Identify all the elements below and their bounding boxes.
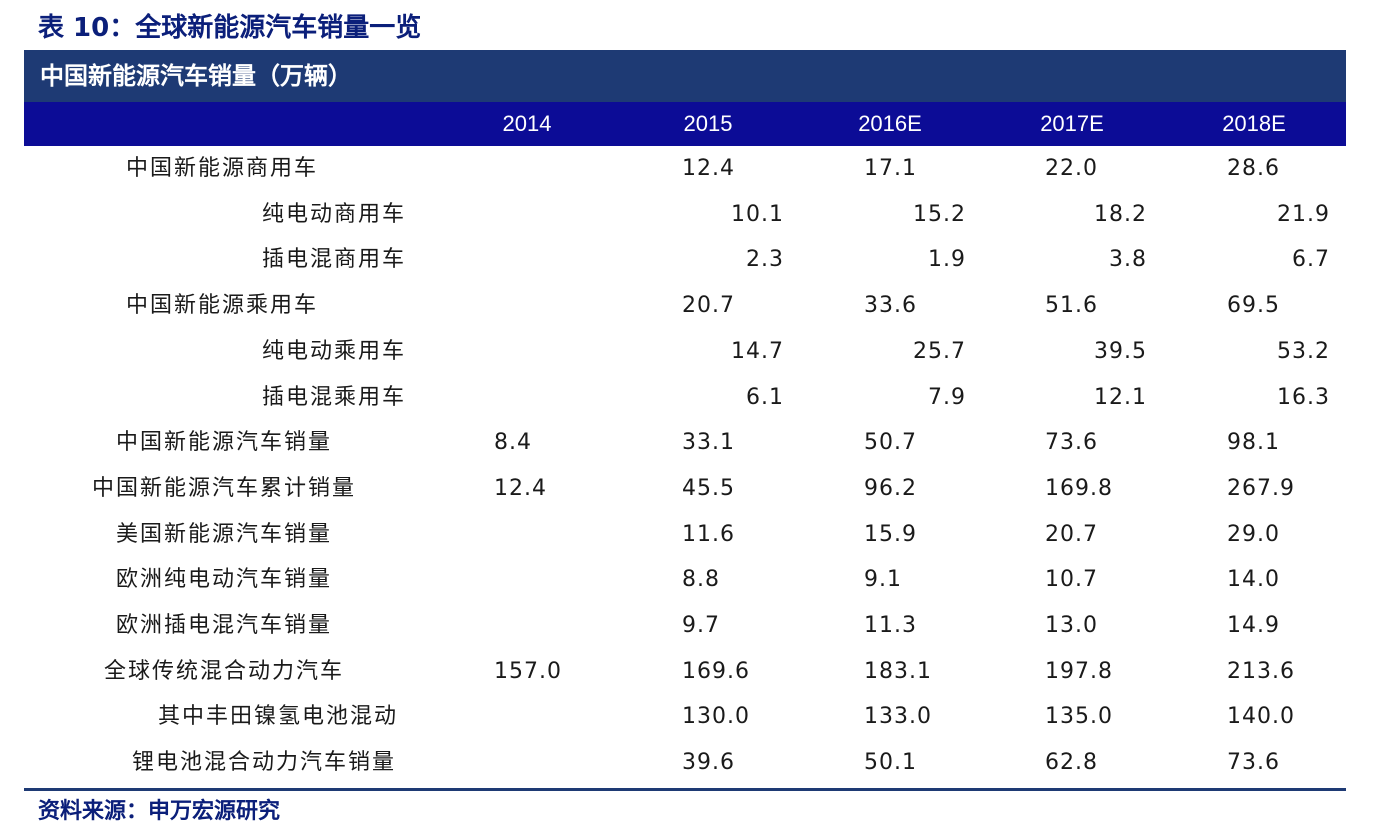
row-value: 11.3 xyxy=(864,613,917,638)
bottom-rule xyxy=(24,788,1346,791)
row-value: 73.6 xyxy=(1045,430,1098,456)
row-value: 50.1 xyxy=(864,750,917,776)
section-header-label: 中国新能源汽车销量（万辆） xyxy=(40,62,352,90)
row-value: 2.3 xyxy=(746,247,784,273)
row-value: 9.1 xyxy=(864,567,902,593)
year-header-cell: 2016E xyxy=(858,111,922,136)
row-value: 39.6 xyxy=(682,750,735,776)
row-label: 欧洲插电混汽车销量 xyxy=(115,613,332,638)
row-value: 33.6 xyxy=(864,293,917,319)
year-header-cell: 2018E xyxy=(1222,111,1286,136)
table-row: 美国新能源汽车销量 11.6 15.9 20.7 29.0 xyxy=(24,512,1346,558)
row-value: 20.7 xyxy=(682,293,735,319)
row-value: 96.2 xyxy=(864,475,917,501)
table-row: 插电混商用车 2.3 1.9 3.8 6.7 xyxy=(24,237,1346,283)
row-value: 17.1 xyxy=(864,156,917,181)
row-value: 130.0 xyxy=(682,704,750,730)
row-value: 13.0 xyxy=(1045,613,1098,638)
row-label: 插电混商用车 xyxy=(262,247,407,273)
year-header-cell: 2014 xyxy=(502,111,552,136)
row-value: 15.2 xyxy=(913,201,966,227)
row-label: 中国新能源汽车销量 xyxy=(115,430,332,456)
row-value: 14.7 xyxy=(731,338,784,364)
row-value: 7.9 xyxy=(928,384,966,410)
row-value: 15.9 xyxy=(864,521,917,547)
row-label: 中国新能源乘用车 xyxy=(126,293,319,319)
row-value: 10.7 xyxy=(1045,567,1098,593)
row-value: 45.5 xyxy=(682,475,735,501)
row-value: 12.1 xyxy=(1094,384,1147,410)
table-row: 中国新能源汽车累计销量 12.4 45.5 96.2 169.8 267.9 xyxy=(24,466,1346,512)
row-value: 12.4 xyxy=(682,156,735,181)
row-value: 22.0 xyxy=(1045,156,1098,181)
row-value: 197.8 xyxy=(1045,658,1113,684)
row-value: 69.5 xyxy=(1227,293,1280,319)
table-row: 中国新能源乘用车 20.7 33.6 51.6 69.5 xyxy=(24,283,1346,329)
table-title: 表 10：全球新能源汽车销量一览 xyxy=(38,13,422,43)
row-value: 98.1 xyxy=(1227,430,1280,456)
row-value: 62.8 xyxy=(1045,750,1098,776)
row-value: 135.0 xyxy=(1045,704,1113,730)
row-value: 12.4 xyxy=(494,475,547,501)
row-value: 6.7 xyxy=(1292,247,1330,273)
row-value: 3.8 xyxy=(1109,247,1147,273)
row-value: 29.0 xyxy=(1227,521,1280,547)
year-header-row: 2014 2015 2016E 2017E 2018E xyxy=(24,102,1346,146)
table-row: 欧洲插电混汽车销量 9.7 11.3 13.0 14.9 xyxy=(24,603,1346,649)
row-value: 8.8 xyxy=(682,567,720,593)
table-row: 中国新能源汽车销量 8.4 33.1 50.7 73.6 98.1 xyxy=(24,420,1346,466)
row-value: 33.1 xyxy=(682,430,735,456)
row-value: 1.9 xyxy=(928,247,966,273)
table-row: 纯电动乘用车 14.7 25.7 39.5 53.2 xyxy=(24,329,1346,375)
row-label: 欧洲纯电动汽车销量 xyxy=(115,567,332,593)
row-value: 20.7 xyxy=(1045,521,1098,547)
year-header-cell: 2015 xyxy=(683,111,733,136)
row-value: 25.7 xyxy=(913,338,966,364)
row-label: 纯电动乘用车 xyxy=(262,338,407,364)
table-row: 插电混乘用车 6.1 7.9 12.1 16.3 xyxy=(24,375,1346,421)
row-value: 16.3 xyxy=(1277,384,1330,410)
row-label: 纯电动商用车 xyxy=(262,201,407,227)
row-value: 9.7 xyxy=(682,613,720,638)
row-value: 140.0 xyxy=(1227,704,1295,730)
row-value: 14.0 xyxy=(1227,567,1280,593)
row-value: 183.1 xyxy=(864,658,932,684)
table-row: 锂电池混合动力汽车销量 39.6 50.1 62.8 73.6 xyxy=(24,740,1346,786)
row-label: 中国新能源汽车累计销量 xyxy=(91,475,356,501)
row-value: 267.9 xyxy=(1227,475,1295,501)
row-value: 14.9 xyxy=(1227,613,1280,638)
row-label: 锂电池混合动力汽车销量 xyxy=(132,750,397,776)
row-value: 39.5 xyxy=(1094,338,1147,364)
row-label: 中国新能源商用车 xyxy=(126,156,319,181)
row-value: 157.0 xyxy=(494,658,562,684)
row-value: 6.1 xyxy=(746,384,784,410)
row-value: 21.9 xyxy=(1277,201,1330,227)
row-label: 插电混乘用车 xyxy=(262,384,407,410)
row-value: 28.6 xyxy=(1227,156,1280,181)
row-value: 11.6 xyxy=(682,521,735,547)
source-note: 资料来源：申万宏源研究 xyxy=(38,799,281,824)
table-row: 欧洲纯电动汽车销量 8.8 9.1 10.7 14.0 xyxy=(24,557,1346,603)
table-row: 纯电动商用车 10.1 15.2 18.2 21.9 xyxy=(24,192,1346,238)
table-row: 其中丰田镍氢电池混动 130.0 133.0 135.0 140.0 xyxy=(24,694,1346,740)
section-header: 中国新能源汽车销量（万辆） xyxy=(24,50,1346,102)
row-value: 8.4 xyxy=(494,430,532,456)
row-value: 50.7 xyxy=(864,430,917,456)
row-value: 169.6 xyxy=(682,658,750,684)
row-value: 53.2 xyxy=(1277,338,1330,364)
row-value: 10.1 xyxy=(731,201,784,227)
row-value: 133.0 xyxy=(864,704,932,730)
table-row: 全球传统混合动力汽车 157.0 169.6 183.1 197.8 213.6 xyxy=(24,649,1346,695)
table-row: 中国新能源商用车 12.4 17.1 22.0 28.6 xyxy=(24,146,1346,192)
row-value: 51.6 xyxy=(1045,293,1098,319)
row-value: 169.8 xyxy=(1045,475,1113,501)
row-label: 其中丰田镍氢电池混动 xyxy=(158,704,399,730)
row-label: 全球传统混合动力汽车 xyxy=(103,658,344,684)
year-header-cell: 2017E xyxy=(1040,111,1104,136)
row-label: 美国新能源汽车销量 xyxy=(115,521,332,547)
row-value: 213.6 xyxy=(1227,658,1295,684)
row-value: 73.6 xyxy=(1227,750,1280,776)
row-value: 18.2 xyxy=(1094,201,1147,227)
